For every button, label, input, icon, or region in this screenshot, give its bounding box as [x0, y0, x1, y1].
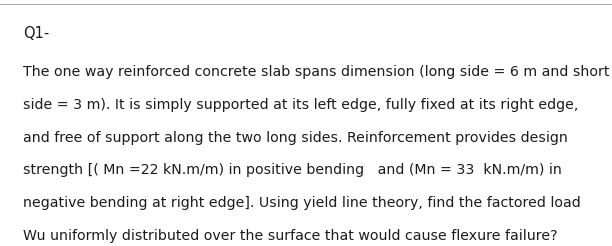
Text: The one way reinforced concrete slab spans dimension (long side = 6 m and short: The one way reinforced concrete slab spa… — [23, 65, 610, 79]
Text: strength [( Mn =22 kN.m/m) in positive bending   and (Mn = 33  kN.m/m) in: strength [( Mn =22 kN.m/m) in positive b… — [23, 163, 562, 177]
Text: and free of support along the two long sides. Reinforcement provides design: and free of support along the two long s… — [23, 131, 568, 145]
Text: side = 3 m). It is simply supported at its left edge, fully fixed at its right e: side = 3 m). It is simply supported at i… — [23, 98, 578, 112]
Text: negative bending at right edge]. Using yield line theory, find the factored load: negative bending at right edge]. Using y… — [23, 196, 581, 210]
Text: Q1-: Q1- — [23, 26, 50, 41]
Text: Wu uniformly distributed over the surface that would cause flexure failure?: Wu uniformly distributed over the surfac… — [23, 229, 558, 243]
